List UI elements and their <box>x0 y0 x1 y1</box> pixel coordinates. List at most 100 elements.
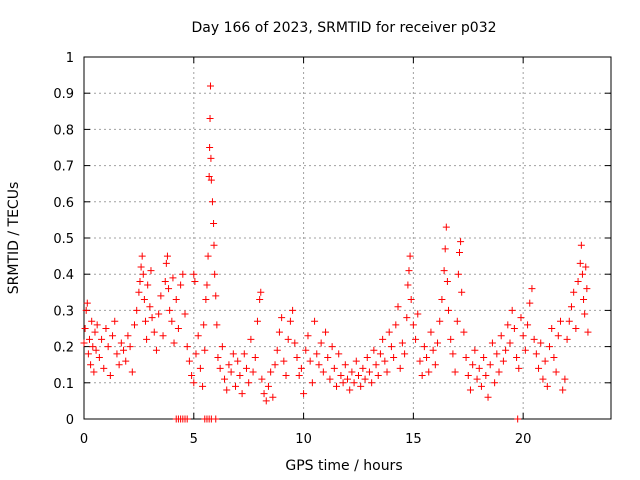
data-point <box>190 270 198 278</box>
data-point <box>514 415 522 423</box>
data-point <box>409 321 417 329</box>
data-point <box>280 357 288 365</box>
x-axis-label: GPS time / hours <box>285 458 402 474</box>
data-point <box>143 335 151 343</box>
data-point <box>93 321 101 329</box>
x-tick-label: 5 <box>190 432 198 447</box>
data-point <box>122 357 130 365</box>
data-point <box>210 220 218 228</box>
data-point <box>416 357 424 365</box>
data-point <box>302 346 310 354</box>
data-point <box>499 357 507 365</box>
data-point <box>214 353 222 361</box>
data-point <box>262 397 270 405</box>
data-point <box>286 317 294 325</box>
data-point <box>210 241 218 249</box>
data-point <box>90 368 98 376</box>
data-point <box>403 314 411 322</box>
data-point <box>183 415 191 423</box>
y-tick-label: 0 <box>66 413 74 428</box>
data-point <box>282 372 290 380</box>
data-point <box>206 115 214 123</box>
data-point <box>83 299 91 307</box>
x-tick-label: 10 <box>295 432 312 447</box>
data-point <box>150 328 158 336</box>
data-point <box>322 328 330 336</box>
data-point <box>578 270 586 278</box>
data-point <box>548 325 556 332</box>
data-point <box>304 332 312 340</box>
data-point <box>311 317 319 325</box>
data-point <box>207 176 215 184</box>
data-point <box>169 274 177 282</box>
data-point <box>191 277 199 285</box>
data-point <box>449 350 457 358</box>
data-point <box>128 368 136 376</box>
data-point <box>289 306 297 314</box>
data-point <box>111 317 119 325</box>
data-point <box>460 328 468 336</box>
data-point <box>398 339 406 347</box>
data-point <box>493 350 501 358</box>
data-point <box>466 386 474 394</box>
data-point <box>324 353 332 361</box>
data-point <box>85 335 93 343</box>
data-point <box>284 335 292 343</box>
data-point <box>204 252 212 260</box>
data-point <box>451 368 459 376</box>
data-point <box>559 386 567 394</box>
data-point <box>535 364 543 372</box>
data-point <box>104 343 112 351</box>
data-point <box>526 299 534 307</box>
data-point <box>443 277 451 285</box>
data-point <box>577 241 585 249</box>
y-tick-label: 0.2 <box>53 341 74 356</box>
data-point <box>414 310 422 318</box>
data-point <box>196 364 204 372</box>
data-point <box>488 339 496 347</box>
data-point <box>291 339 299 347</box>
data-point <box>133 306 141 314</box>
data-point <box>245 379 253 387</box>
data-point <box>109 332 117 340</box>
data-point <box>249 368 257 376</box>
data-point <box>211 270 219 278</box>
data-point <box>337 372 345 380</box>
data-point <box>216 364 224 372</box>
data-point <box>315 361 323 369</box>
data-point <box>502 346 510 354</box>
data-point <box>81 325 89 332</box>
data-point <box>445 306 453 314</box>
data-point <box>80 339 88 347</box>
data-point <box>308 379 316 387</box>
data-point <box>251 353 259 361</box>
data-point <box>572 325 580 332</box>
data-point <box>357 382 365 390</box>
data-point <box>565 317 573 325</box>
data-point <box>510 325 518 332</box>
x-tick-label: 15 <box>405 432 422 447</box>
data-point <box>260 390 268 398</box>
data-point <box>401 350 409 358</box>
data-point <box>89 343 97 351</box>
data-point <box>275 328 283 336</box>
data-point <box>368 379 376 387</box>
data-point <box>379 335 387 343</box>
data-point <box>333 382 341 390</box>
data-point <box>482 372 490 380</box>
data-point <box>584 328 592 336</box>
data-point <box>183 343 191 351</box>
data-point <box>405 267 413 275</box>
data-point <box>528 285 536 293</box>
data-point <box>258 375 266 383</box>
data-point <box>506 339 514 347</box>
y-axis-label: SRMTID / TECUs <box>6 182 22 295</box>
data-point <box>267 368 275 376</box>
data-point <box>574 277 582 285</box>
data-point <box>234 357 242 365</box>
data-point <box>434 339 442 347</box>
data-point <box>163 252 171 260</box>
data-point <box>390 353 398 361</box>
data-point <box>363 353 371 361</box>
